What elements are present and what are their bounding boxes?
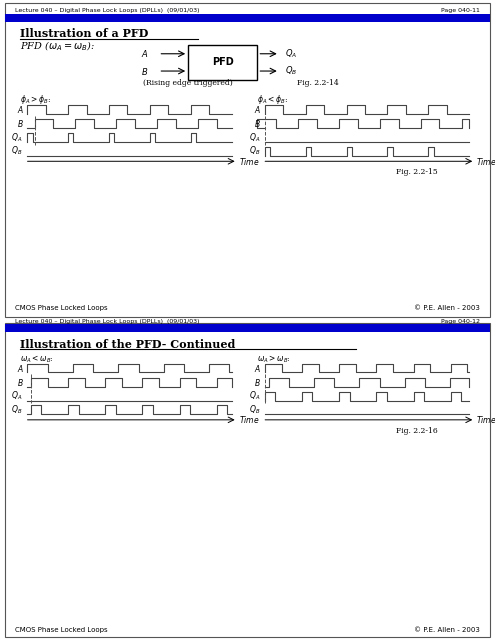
Text: $Time$: $Time$ xyxy=(476,156,495,167)
Text: Illustration of a PFD: Illustration of a PFD xyxy=(20,28,148,40)
Text: $Time$: $Time$ xyxy=(239,414,259,426)
Text: CMOS Phase Locked Loops: CMOS Phase Locked Loops xyxy=(15,627,107,634)
Text: $\phi_A>\phi_B$:: $\phi_A>\phi_B$: xyxy=(20,93,51,106)
Text: Lecture 040 – Digital Phase Lock Loops (DPLLs)  (09/01/03): Lecture 040 – Digital Phase Lock Loops (… xyxy=(15,319,199,324)
Text: Fig. 2.2-14: Fig. 2.2-14 xyxy=(297,79,339,87)
Text: $A$: $A$ xyxy=(254,104,261,115)
Text: $Q_B$: $Q_B$ xyxy=(248,145,260,157)
Text: $Q_A$: $Q_A$ xyxy=(11,131,23,144)
Text: $B$: $B$ xyxy=(17,118,24,129)
Text: © P.E. Allen - 2003: © P.E. Allen - 2003 xyxy=(414,627,480,634)
Bar xyxy=(5,323,490,637)
Text: $Q_A$: $Q_A$ xyxy=(248,390,260,403)
Text: $A$: $A$ xyxy=(17,362,24,374)
Text: $A$: $A$ xyxy=(254,362,261,374)
Text: $Q_B$: $Q_B$ xyxy=(11,145,23,157)
Text: $B$: $B$ xyxy=(17,376,24,388)
Text: $A$: $A$ xyxy=(17,104,24,115)
Text: $B$: $B$ xyxy=(141,65,148,77)
Bar xyxy=(5,324,490,332)
Text: (Rising edge triggered): (Rising edge triggered) xyxy=(143,79,233,87)
Bar xyxy=(5,14,490,22)
Text: $\omega_A>\omega_B$:: $\omega_A>\omega_B$: xyxy=(257,354,291,365)
Text: $Time$: $Time$ xyxy=(476,414,495,426)
Text: Page 040-12: Page 040-12 xyxy=(441,319,480,324)
Text: CMOS Phase Locked Loops: CMOS Phase Locked Loops xyxy=(15,305,107,312)
Bar xyxy=(5,3,490,317)
Text: $A$: $A$ xyxy=(141,48,148,60)
Bar xyxy=(188,45,257,80)
Text: $Q_B$: $Q_B$ xyxy=(285,65,297,77)
Text: © P.E. Allen - 2003: © P.E. Allen - 2003 xyxy=(414,305,480,312)
Text: $Q_B$: $Q_B$ xyxy=(11,403,23,416)
Text: Page 040-11: Page 040-11 xyxy=(441,8,480,13)
Text: $\omega_A<\omega_B$:: $\omega_A<\omega_B$: xyxy=(20,354,53,365)
Text: PFD: PFD xyxy=(212,58,234,67)
Text: $Q_A$: $Q_A$ xyxy=(285,47,297,60)
Text: Fig. 2.2-15: Fig. 2.2-15 xyxy=(396,168,438,176)
Text: $Q_A$: $Q_A$ xyxy=(248,131,260,144)
Text: Fig. 2.2-16: Fig. 2.2-16 xyxy=(396,427,438,435)
Text: Illustration of the PFD- Continued: Illustration of the PFD- Continued xyxy=(20,339,235,350)
Text: $Q_B$: $Q_B$ xyxy=(248,403,260,416)
Text: $Time$: $Time$ xyxy=(239,156,259,167)
Text: PFD ($\omega_A = \omega_B$):: PFD ($\omega_A = \omega_B$): xyxy=(20,39,95,53)
Text: $Q_A$: $Q_A$ xyxy=(11,390,23,403)
Text: $B$: $B$ xyxy=(254,118,261,129)
Text: $\phi_A<\phi_B$:: $\phi_A<\phi_B$: xyxy=(257,93,289,106)
Text: $B$: $B$ xyxy=(254,376,261,388)
Text: Lecture 040 – Digital Phase Lock Loops (DPLLs)  (09/01/03): Lecture 040 – Digital Phase Lock Loops (… xyxy=(15,8,199,13)
